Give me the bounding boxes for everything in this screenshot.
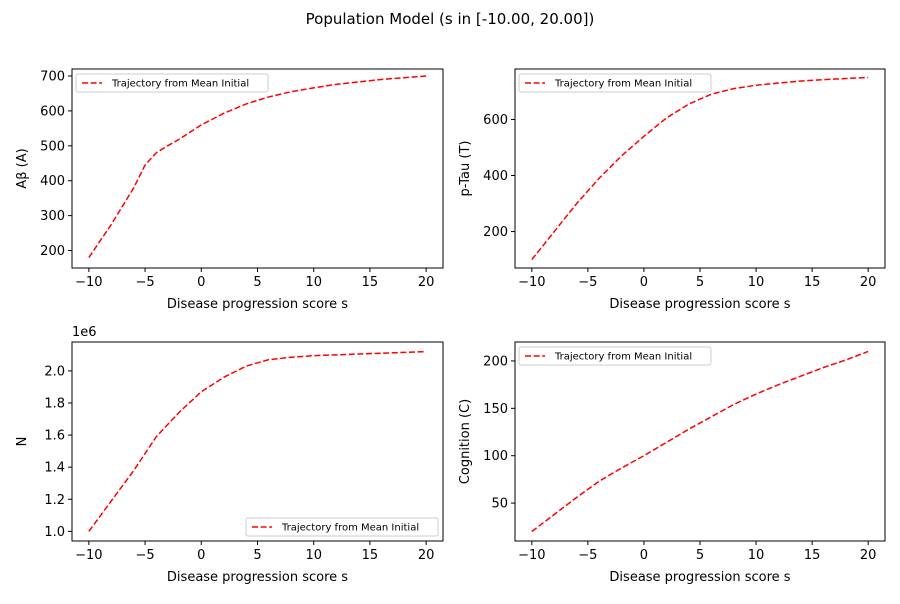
axes-frame <box>514 341 886 542</box>
x-tick-label: 0 <box>197 275 205 290</box>
x-tick-label: −5 <box>135 548 154 563</box>
x-tick-label: 0 <box>640 275 648 290</box>
subplot-2: −10 −5 0 5 10 15 20 200 400 600 Disease progressio… <box>458 68 886 312</box>
y-tick-label: 400 <box>483 169 508 184</box>
y-tick-label: 2.0 <box>44 364 65 379</box>
y-tick-label: 50 <box>491 497 508 512</box>
series-line <box>531 350 869 533</box>
x-tick-label: 10 <box>305 548 322 563</box>
x-tick-label: 5 <box>696 548 704 563</box>
y-tick-label: 200 <box>483 225 508 240</box>
x-tick-label: 15 <box>804 275 821 290</box>
legend-label: Trajectory from Mean Initial <box>554 79 692 90</box>
x-tick-label: 15 <box>362 548 379 563</box>
x-axis-label: Disease progression score s <box>167 570 348 585</box>
y-tick-label: 100 <box>483 449 508 464</box>
figure-title: Population Model (s in [-10.00, 20.00]) <box>306 10 595 28</box>
y-tick-label: 1.8 <box>44 396 65 411</box>
axes-frame <box>71 68 444 269</box>
legend-box <box>75 73 269 93</box>
x-tick-label: 20 <box>860 275 877 290</box>
x-tick-label: 10 <box>305 275 322 290</box>
axes-frame <box>514 68 886 269</box>
x-tick-label: 5 <box>253 548 261 563</box>
legend: Trajectory from Mean Initial <box>518 346 712 366</box>
x-tick-label: 5 <box>696 275 704 290</box>
y-axis-label: p-Tau (T) <box>458 141 473 197</box>
legend-label: Trajectory from Mean Initial <box>554 352 692 363</box>
y-tick-label: 1.4 <box>44 461 65 476</box>
subplot-1: −10 −5 0 5 10 15 20 200 300 400 500 600 700 Disease p… <box>15 68 444 312</box>
x-axis-label: Disease progression score s <box>609 297 790 312</box>
subplot-3: −10 −5 0 5 10 15 20 1.0 1.2 1.4 1.6 1.8 2.0 1e6 Diseas… <box>15 325 444 585</box>
y-tick-label: 200 <box>40 244 65 259</box>
x-axis-label: Disease progression score s <box>609 570 790 585</box>
y-tick-label: 400 <box>40 174 65 189</box>
y-tick-label: 1.6 <box>44 429 65 444</box>
y-axis-label: Cognition (C) <box>458 399 473 484</box>
x-tick-label: −5 <box>578 275 597 290</box>
x-tick-label: 20 <box>860 548 877 563</box>
y-tick-label: 200 <box>483 354 508 369</box>
y-tick-label: 600 <box>40 104 65 119</box>
y-tick-label: 500 <box>40 139 65 154</box>
legend-box <box>518 346 712 366</box>
x-tick-label: −10 <box>518 548 545 563</box>
legend-box <box>245 517 439 537</box>
x-tick-label: 0 <box>640 548 648 563</box>
legend: Trajectory from Mean Initial <box>518 73 712 93</box>
x-tick-label: 10 <box>748 275 765 290</box>
x-tick-label: −5 <box>578 548 597 563</box>
x-tick-label: 15 <box>804 548 821 563</box>
legend-box <box>518 73 712 93</box>
legend: Trajectory from Mean Initial <box>75 73 269 93</box>
legend-label: Trajectory from Mean Initial <box>111 79 249 90</box>
y-tick-label: 1.2 <box>44 493 65 508</box>
legend: Trajectory from Mean Initial <box>245 517 439 537</box>
x-tick-label: 15 <box>362 275 379 290</box>
x-tick-label: 20 <box>418 275 435 290</box>
axes-frame <box>71 341 444 542</box>
x-axis-label: Disease progression score s <box>167 297 348 312</box>
x-tick-label: 10 <box>748 548 765 563</box>
y-axis-label: Aβ (A) <box>15 148 30 188</box>
series-line <box>88 350 427 532</box>
y-tick-label: 150 <box>483 402 508 417</box>
y-tick-label: 300 <box>40 209 65 224</box>
y-tick-label: 700 <box>40 69 65 84</box>
y-tick-label: 1.0 <box>44 525 65 540</box>
x-tick-label: −10 <box>75 275 102 290</box>
series-line <box>531 76 869 261</box>
x-tick-label: 0 <box>197 548 205 563</box>
x-tick-label: 20 <box>418 548 435 563</box>
x-tick-label: −10 <box>518 275 545 290</box>
subplot-4: −10 −5 0 5 10 15 20 50 100 150 200 Disease progress… <box>458 341 886 585</box>
x-tick-label: 5 <box>253 275 261 290</box>
legend-label: Trajectory from Mean Initial <box>281 523 419 534</box>
y-axis-label: N <box>15 437 30 447</box>
y-offset-label: 1e6 <box>72 325 97 340</box>
x-tick-label: −5 <box>135 275 154 290</box>
y-tick-label: 600 <box>483 113 508 128</box>
series-line <box>88 75 427 258</box>
x-tick-label: −10 <box>75 548 102 563</box>
